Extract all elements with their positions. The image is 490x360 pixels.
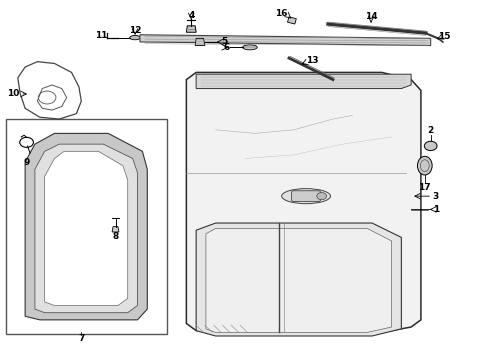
Polygon shape — [45, 151, 128, 306]
Text: 15: 15 — [438, 32, 451, 41]
Text: 5: 5 — [221, 37, 227, 46]
Text: 2: 2 — [428, 126, 434, 135]
Ellipse shape — [417, 156, 432, 175]
Text: 12: 12 — [129, 26, 141, 35]
Polygon shape — [112, 226, 119, 232]
Polygon shape — [186, 26, 196, 32]
Ellipse shape — [282, 189, 331, 204]
Text: 11: 11 — [95, 31, 107, 40]
Text: 14: 14 — [365, 12, 377, 21]
Text: 7: 7 — [78, 334, 84, 343]
FancyBboxPatch shape — [292, 191, 321, 202]
Text: 17: 17 — [418, 183, 431, 192]
Text: 9: 9 — [24, 158, 30, 167]
Polygon shape — [35, 144, 138, 313]
Polygon shape — [186, 72, 421, 332]
Polygon shape — [206, 228, 392, 332]
Polygon shape — [288, 17, 296, 24]
Polygon shape — [195, 39, 205, 45]
Bar — [5, 119, 167, 334]
Circle shape — [317, 193, 327, 200]
Polygon shape — [196, 74, 411, 89]
Polygon shape — [25, 134, 147, 320]
Text: 8: 8 — [112, 232, 119, 241]
Text: 10: 10 — [7, 89, 19, 98]
Circle shape — [424, 141, 437, 150]
Text: 13: 13 — [306, 57, 318, 66]
Text: 1: 1 — [434, 205, 440, 214]
Ellipse shape — [243, 45, 257, 50]
Polygon shape — [140, 35, 431, 45]
Text: 4: 4 — [188, 10, 195, 19]
Ellipse shape — [130, 36, 141, 40]
Text: 16: 16 — [275, 9, 288, 18]
Text: 6: 6 — [224, 43, 230, 52]
Text: 3: 3 — [433, 192, 439, 201]
Polygon shape — [196, 223, 401, 336]
